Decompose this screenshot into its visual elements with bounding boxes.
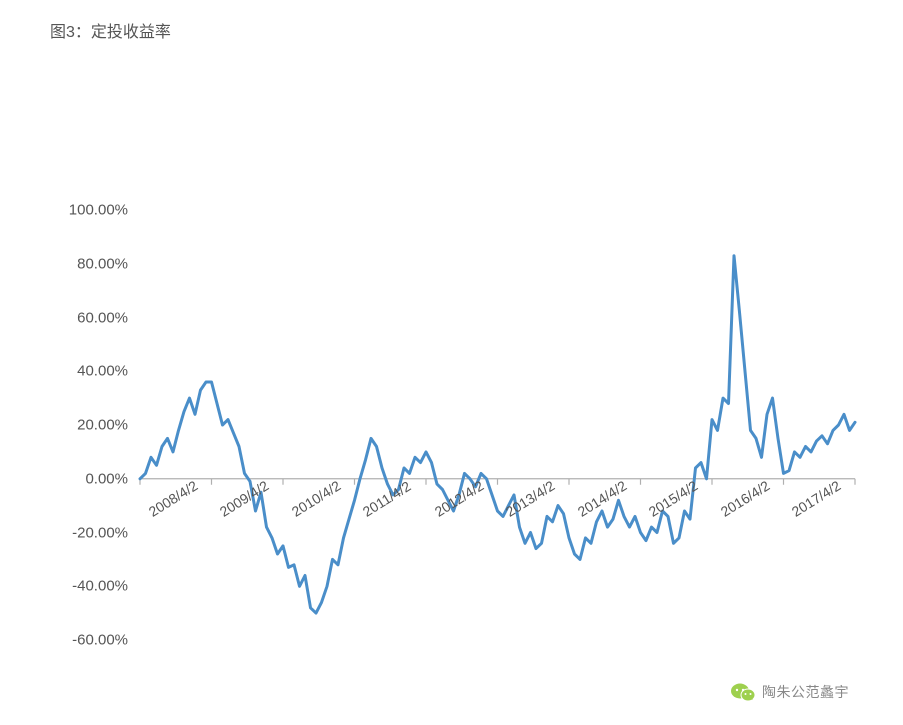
- y-axis-label: -20.00%: [4, 524, 128, 541]
- source-name: 陶朱公范蠡宇: [762, 682, 849, 702]
- y-axis-label: 100.00%: [4, 202, 128, 219]
- y-axis-label: 60.00%: [4, 309, 128, 326]
- y-axis-label: -60.00%: [4, 632, 128, 649]
- wechat-icon: [730, 681, 756, 703]
- chart-svg: [0, 0, 903, 725]
- y-axis-label: 0.00%: [4, 470, 128, 487]
- source-footer: 陶朱公范蠡宇: [730, 681, 849, 703]
- return-line-chart: 2008/4/22009/4/22010/4/22011/4/22012/4/2…: [0, 0, 903, 725]
- y-axis-label: -40.00%: [4, 578, 128, 595]
- y-axis-label: 80.00%: [4, 255, 128, 272]
- y-axis-label: 20.00%: [4, 417, 128, 434]
- y-axis-label: 40.00%: [4, 363, 128, 380]
- series-line: [140, 256, 855, 613]
